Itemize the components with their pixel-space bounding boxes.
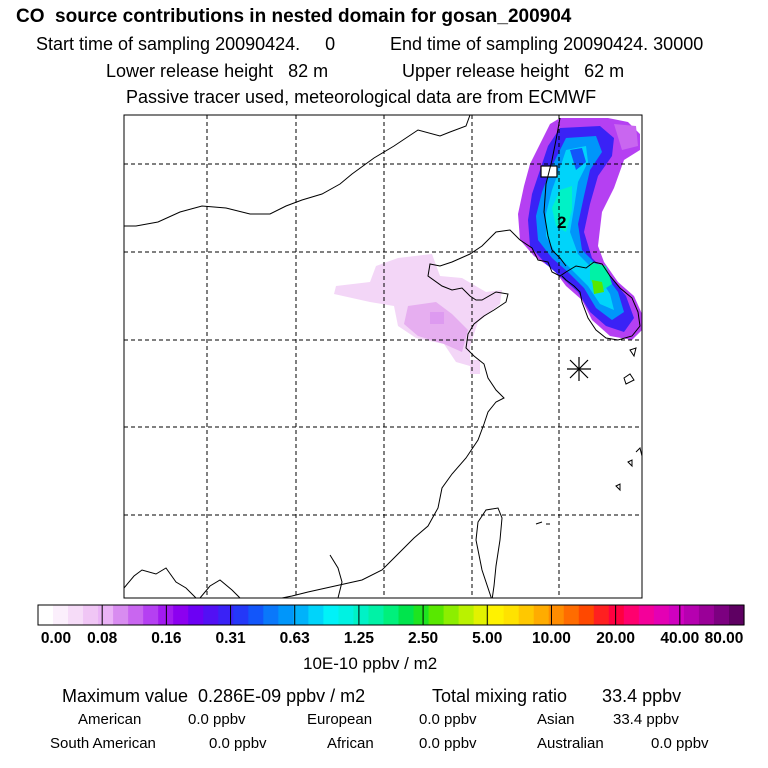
colorbar-tick-label: 10.00 <box>532 630 571 647</box>
colorbar-tick-label: 0.00 <box>40 630 72 647</box>
colorbar-cell <box>218 605 234 625</box>
colorbar-tick-label: 1.25 <box>343 630 374 647</box>
region-value: 0.0 ppbv <box>419 711 477 728</box>
colorbar-cell <box>473 605 490 625</box>
colorbar-cell <box>383 605 400 625</box>
colorbar-tick-label: 0.16 <box>151 630 182 647</box>
plume-china <box>334 254 502 374</box>
colorbar-cell <box>653 605 670 625</box>
colorbar-tick-label: 40.00 <box>660 630 700 647</box>
colorbar-cell <box>368 605 385 625</box>
sampling-start: Start time of sampling 20090424. 0 <box>36 34 336 54</box>
colorbar-cell <box>188 605 204 625</box>
colorbar-cell <box>518 605 535 625</box>
colorbar-cell <box>593 605 610 625</box>
map-frame <box>123 114 643 599</box>
colorbar-cell <box>143 605 159 625</box>
colorbar-cell <box>263 605 279 625</box>
colorbar-cell <box>98 605 114 625</box>
colorbar-cell <box>53 605 69 625</box>
colorbar-cell <box>503 605 520 625</box>
coastlines <box>124 115 642 598</box>
colorbar-cell <box>128 605 144 625</box>
region-value: 33.4 ppbv <box>613 711 679 728</box>
colorbar-cell <box>728 605 745 625</box>
colorbar-cell <box>38 605 54 625</box>
colorbar-cell <box>713 605 730 625</box>
tracer-info: Passive tracer used, meteorological data… <box>126 87 597 107</box>
region-value: 0.0 ppbv <box>419 735 477 752</box>
maximum-value: Maximum value 0.286E-09 ppbv / m2 <box>62 686 366 706</box>
asterisk-icon <box>567 357 591 381</box>
map-area <box>124 115 642 598</box>
colorbar-cell <box>443 605 460 625</box>
colorbar-cell <box>413 605 430 625</box>
region-name: Australian <box>537 735 604 752</box>
colorbar-cell <box>638 605 655 625</box>
colorbar-cell <box>683 605 700 625</box>
colorbar-cell <box>608 605 625 625</box>
colorbar-cell <box>398 605 415 625</box>
colorbar-cell <box>578 605 595 625</box>
lower-release-height: Lower release height 82 m <box>106 61 329 81</box>
plot-title: CO source contributions in nested domain… <box>16 6 572 27</box>
region-value: 0.0 ppbv <box>209 735 267 752</box>
colorbar-cell <box>203 605 219 625</box>
colorbar-cell <box>68 605 84 625</box>
colorbar-tick-label: 20.00 <box>596 630 636 647</box>
region-name: Asian <box>537 711 575 728</box>
colorbar <box>37 605 745 625</box>
colorbar-cell <box>308 605 324 625</box>
colorbar-cell <box>563 605 580 625</box>
colorbar-cell <box>293 605 309 625</box>
region-value: 0.0 ppbv <box>188 711 246 728</box>
colorbar-cell <box>698 605 715 625</box>
region-name: South American <box>50 735 156 752</box>
colorbar-cell <box>428 605 445 625</box>
colorbar-tick-label: 0.08 <box>87 630 118 647</box>
colorbar-cell <box>248 605 264 625</box>
colorbar-cell <box>668 605 685 625</box>
colorbar-cell <box>458 605 475 625</box>
region-name: African <box>327 735 374 752</box>
colorbar-cell <box>533 605 550 625</box>
colorbar-tick-label: 5.00 <box>472 630 503 647</box>
colorbar-cell <box>173 605 189 625</box>
colorbar-tick-label: 0.31 <box>215 630 246 647</box>
colorbar-units: 10E-10 ppbv / m2 <box>303 654 438 673</box>
colorbar-cell <box>233 605 249 625</box>
colorbar-tick-label: 2.50 <box>407 630 439 647</box>
colorbar-cell <box>323 605 340 625</box>
region-name: American <box>78 711 142 728</box>
region-value: 0.0 ppbv <box>651 735 709 752</box>
plume-korea <box>518 118 642 340</box>
colorbar-cell <box>338 605 355 625</box>
region-name: European <box>307 711 373 728</box>
colorbar-cell <box>83 605 99 625</box>
colorbar-cell <box>548 605 565 625</box>
colorbar-cell <box>488 605 505 625</box>
colorbar-cell <box>353 605 370 625</box>
point-label: 2 <box>557 213 566 232</box>
colorbar-cell <box>278 605 294 625</box>
colorbar-cell <box>623 605 640 625</box>
upper-release-height: Upper release height 62 m <box>402 61 625 81</box>
colorbar-tick-label: 0.63 <box>279 630 310 647</box>
colorbar-cell <box>113 605 129 625</box>
lat-lon-grid <box>124 115 642 598</box>
sampling-end: End time of sampling 20090424. 30000 <box>390 34 704 54</box>
total-mixing-ratio: Total mixing ratio 33.4 ppbv <box>432 686 682 706</box>
colorbar-frame <box>37 604 745 626</box>
colorbar-tick-label: 80.00 <box>704 630 744 647</box>
